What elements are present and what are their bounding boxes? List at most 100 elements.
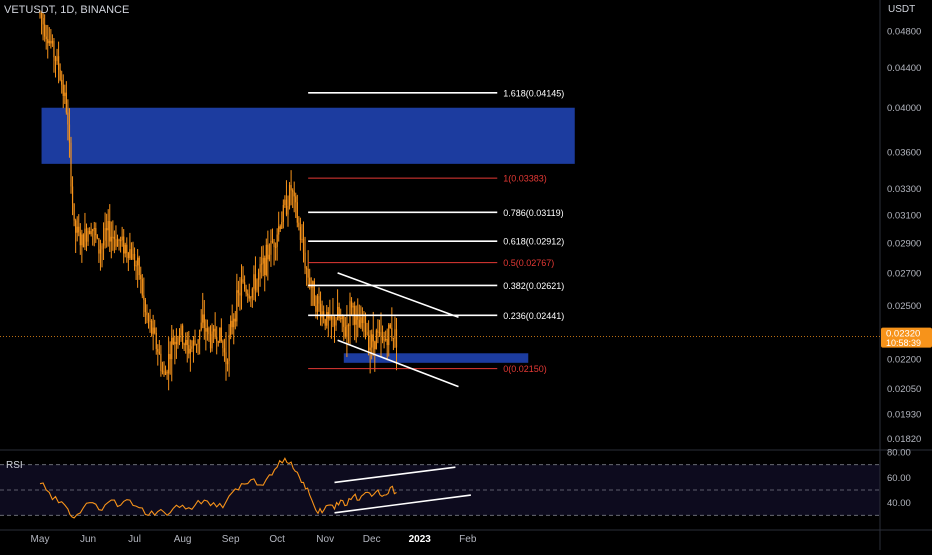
- candle-body: [53, 40, 55, 58]
- candle-body: [189, 348, 191, 354]
- supply-demand-zone-1: [343, 353, 529, 363]
- candle-body: [194, 340, 196, 345]
- price-tick-label: 0.01820: [887, 434, 921, 445]
- candle-body: [237, 290, 239, 293]
- candle-body: [123, 236, 125, 254]
- candle-body: [389, 324, 391, 328]
- candle-body: [90, 231, 92, 235]
- candle-body: [205, 328, 207, 332]
- candle-body: [273, 241, 275, 248]
- candle-body: [239, 292, 241, 296]
- candle-body: [312, 281, 314, 288]
- candle-body: [92, 229, 94, 232]
- candle-body: [146, 312, 148, 316]
- candle-body: [127, 252, 129, 258]
- price-trendline-0[interactable]: [337, 272, 459, 318]
- candle-body: [262, 257, 264, 264]
- candle-body: [346, 325, 348, 338]
- candle-body: [95, 228, 97, 236]
- candle-body: [121, 236, 123, 241]
- candle-body: [220, 327, 222, 341]
- last-price-tag: [881, 327, 932, 348]
- candle-body: [87, 230, 89, 242]
- candle-body: [364, 314, 367, 333]
- candle-body: [363, 314, 365, 324]
- candle-body: [306, 268, 308, 270]
- candle-body: [107, 221, 109, 231]
- candle-body: [361, 317, 363, 324]
- rsi-line: [39, 457, 397, 519]
- candle-body: [101, 245, 103, 250]
- candle-body: [124, 244, 126, 254]
- candle-body: [185, 339, 187, 345]
- candle-body: [200, 322, 202, 330]
- price-tick-label: 0.02050: [887, 384, 921, 395]
- candle-body: [309, 277, 311, 287]
- price-tick-label: 0.04800: [887, 27, 921, 38]
- candle-body: [223, 348, 226, 353]
- candle-body: [180, 325, 182, 336]
- candle-body: [110, 236, 112, 242]
- candle-body: [99, 249, 102, 254]
- time-tick-label: Oct: [269, 534, 285, 545]
- supply-demand-zone-0: [41, 107, 575, 164]
- candle-body: [264, 257, 266, 276]
- candle-body: [219, 327, 221, 343]
- candle-body: [211, 331, 213, 349]
- candle-body: [171, 337, 173, 360]
- time-tick-label: Sep: [222, 534, 240, 545]
- candle-body: [225, 352, 227, 365]
- rsi-trendline-1[interactable]: [334, 494, 472, 514]
- candle-body: [318, 296, 320, 304]
- candle-body: [349, 301, 351, 326]
- rsi-trendline-0[interactable]: [334, 466, 456, 484]
- candle-body: [75, 220, 77, 233]
- candle-body: [357, 315, 359, 320]
- candle-body: [191, 346, 193, 349]
- candle-body: [358, 319, 360, 328]
- candle-body: [129, 249, 131, 258]
- last-price-countdown: 10:58:39: [886, 338, 921, 348]
- candle-body: [282, 204, 284, 222]
- candle-body: [149, 320, 151, 322]
- candle-body: [175, 341, 177, 345]
- fib-level-label-0.618: 0.618(0.02912): [503, 237, 564, 247]
- candle-body: [271, 240, 274, 242]
- candle-body: [394, 329, 396, 339]
- candle-body: [208, 328, 210, 335]
- candle-body: [324, 319, 326, 326]
- price-trendline-1[interactable]: [337, 339, 459, 388]
- candle-body: [360, 317, 362, 328]
- candle-body: [62, 84, 64, 96]
- candle-body: [67, 112, 69, 125]
- candle-body: [338, 306, 340, 319]
- candle-body: [151, 320, 153, 334]
- candle-body: [383, 339, 385, 341]
- candle-body: [160, 353, 162, 371]
- candle-body: [337, 306, 339, 321]
- candle-body: [186, 339, 188, 346]
- candle-body: [256, 279, 258, 291]
- candle-body: [236, 290, 238, 322]
- time-tick-label: Dec: [363, 534, 381, 545]
- candle-body: [61, 79, 63, 85]
- candle-body: [347, 325, 350, 327]
- fib-level-label-0: 0(0.02150): [503, 364, 547, 374]
- candle-body: [268, 254, 270, 260]
- candle-body: [70, 142, 72, 187]
- candle-body: [216, 337, 218, 342]
- candle-body: [147, 315, 150, 321]
- candle-body: [199, 329, 201, 340]
- candle-body: [154, 327, 156, 333]
- candle-body: [116, 239, 119, 247]
- candle-body: [144, 300, 146, 313]
- candle-body: [281, 221, 283, 229]
- price-tick-label: 0.02900: [887, 238, 921, 249]
- rsi-band-fill: [0, 464, 880, 516]
- candle-body: [304, 252, 306, 269]
- candle-body: [217, 341, 219, 343]
- price-tick-label: 0.02500: [887, 301, 921, 312]
- candle-body: [355, 315, 357, 325]
